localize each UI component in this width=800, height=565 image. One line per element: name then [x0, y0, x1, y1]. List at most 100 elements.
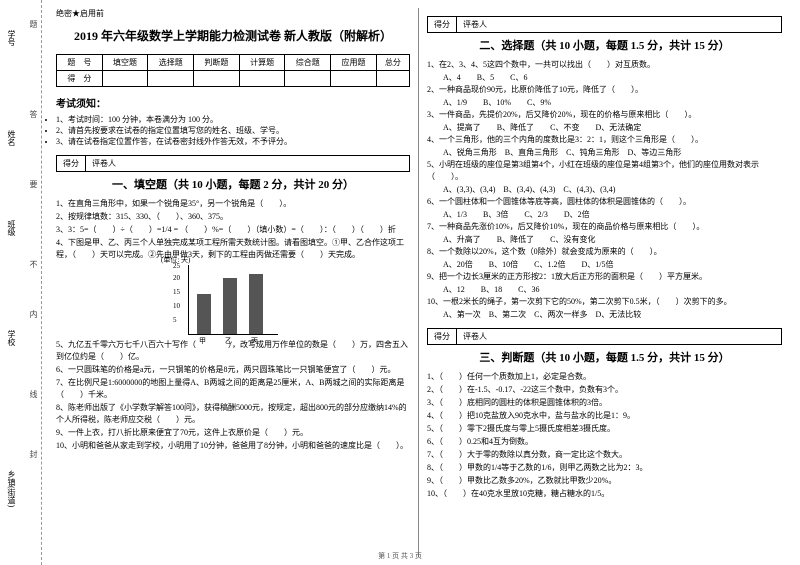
td[interactable] — [194, 71, 240, 87]
judge-q: 8、（ ）甲数的1/4等于乙数的1/6，则甲乙两数之比为2：3。 — [427, 462, 782, 474]
notice-list: 1、考试时间：100 分钟，本卷满分为 100 分。 2、请首先按要求在试卷的指… — [56, 114, 410, 147]
notice-item: 1、考试时间：100 分钟，本卷满分为 100 分。 — [56, 114, 410, 125]
section-bar: 得分 评卷人 — [427, 328, 782, 345]
section-bar: 得分 评卷人 — [427, 16, 782, 33]
choice-opts: A、1/3 B、3倍 C、2/3 D、2倍 — [427, 209, 782, 220]
ytick: 5 — [173, 316, 177, 324]
th: 判断题 — [194, 55, 240, 71]
fill-q: 9、一件上衣，打八折比原来便宜了70元，这件上衣原价是（ ）元。 — [56, 427, 410, 439]
score-cell: 得分 — [428, 329, 457, 344]
td[interactable] — [376, 71, 409, 87]
bind-mark: 要 — [28, 180, 39, 188]
score-cell: 得分 — [57, 156, 86, 171]
fill-q: 3、3：5=（ ）÷（ ）=1/4 = （ ）%=（ ）（填小数）=（ ）：（ … — [56, 224, 410, 236]
td[interactable] — [148, 71, 194, 87]
bind-label-xiangzhen: 乡镇(街道) — [6, 470, 17, 507]
section-2-title: 二、选择题（共 10 小题，每题 1.5 分，共计 15 分） — [427, 37, 782, 53]
choice-q: 5、小明在班级的座位是第3组第4个，小红在班级的座位是第4组第3个，他们的座位用… — [427, 159, 782, 183]
secret-mark: 绝密★启用前 — [56, 8, 410, 19]
choice-opts: A、4 B、5 C、6 — [427, 72, 782, 83]
choice-opts: A、锐角三角形 B、直角三角形 C、钝角三角形 D、等边三角形 — [427, 147, 782, 158]
choice-q: 6、一个圆柱体和一个圆锥体等底等高，圆柱体的体积是圆锥体的（ ）。 — [427, 196, 782, 208]
fill-q: 2、按规律填数：315、330、（ ）、360、375。 — [56, 211, 410, 223]
score-cell: 得分 — [428, 17, 457, 32]
fill-q: 6、一只圆珠笔的价格是a元，一只钢笔的价格是8元，两只圆珠笔比一只钢笔便宜了（ … — [56, 364, 410, 376]
judge-q: 3、（ ）底相同的圆柱的体积是圆锥体积的3倍。 — [427, 397, 782, 409]
judge-q: 9、（ ）甲数比乙数多20%，乙数就比甲数少20%。 — [427, 475, 782, 487]
judge-q: 2、（ ）在-1.5、-0.17、-22这三个数中，负数有3个。 — [427, 384, 782, 396]
choice-q: 8、一个数除以20%，这个数（0除外）就会变成为原来的（ ）。 — [427, 246, 782, 258]
bind-mark: 封 — [28, 450, 39, 458]
fill-q: 1、在直角三角形中，如果一个锐角是35°，另一个锐角是（ ）。 — [56, 198, 410, 210]
choice-q: 2、一种商品现价90元，比原价降低了10元，降低了（ ）。 — [427, 84, 782, 96]
notice-item: 3、请在试卷指定位置作答，在试卷密封线外作答无效，不予评分。 — [56, 136, 410, 147]
left-column: 绝密★启用前 2019 年六年级数学上学期能力检测试卷 新人教版（附解析） 题 … — [48, 8, 419, 557]
bar-chart: (单位: 天) 5 10 15 20 25 甲 乙 丙 — [188, 265, 278, 335]
th: 总分 — [376, 55, 409, 71]
th: 选择题 — [148, 55, 194, 71]
td: 得 分 — [57, 71, 103, 87]
th: 题 号 — [57, 55, 103, 71]
bind-label-xingming: 姓名 — [6, 130, 17, 146]
judge-q: 1、（ ）任何一个质数加上1，必定是合数。 — [427, 371, 782, 383]
table-row: 得 分 — [57, 71, 410, 87]
th: 综合题 — [285, 55, 331, 71]
bind-label-xuexiao: 学校 — [6, 330, 17, 346]
choice-q: 3、一件商品，先提价20%，后又降价20%，现在的价格与原来相比（ ）。 — [427, 109, 782, 121]
xlabel: 乙 — [225, 336, 232, 346]
td[interactable] — [331, 71, 377, 87]
page-footer: 第 1 页 共 3 页 — [0, 551, 800, 561]
notice-item: 2、请首先按要求在试卷的指定位置填写您的姓名、班级、学号。 — [56, 125, 410, 136]
bind-mark: 答 — [28, 110, 39, 118]
xlabel: 丙 — [251, 336, 258, 346]
choice-opts: A、提高了 B、降低了 C、不变 D、无法确定 — [427, 122, 782, 133]
choice-opts: A、(3,3)、(3,4) B、(3,4)、(4,3) C、(4,3)、(3,4… — [427, 184, 782, 195]
choice-opts: A、升高了 B、降低了 C、没有变化 — [427, 234, 782, 245]
table-row: 题 号 填空题 选择题 判断题 计算题 综合题 应用题 总分 — [57, 55, 410, 71]
td[interactable] — [285, 71, 331, 87]
content-columns: 绝密★启用前 2019 年六年级数学上学期能力检测试卷 新人教版（附解析） 题 … — [42, 0, 800, 565]
grader-cell: 评卷人 — [86, 156, 409, 171]
td[interactable] — [102, 71, 148, 87]
judge-q: 6、（ ）0.25和4互为倒数。 — [427, 436, 782, 448]
bind-label-banji: 班级 — [6, 220, 17, 236]
ytick: 20 — [173, 274, 180, 282]
bar — [197, 294, 211, 334]
choice-opts: A、第一次 B、第二次 C、两次一样多 D、无法比较 — [427, 309, 782, 320]
th: 填空题 — [102, 55, 148, 71]
fill-q: 4、下图是甲、乙、丙三个人单独完成某项工程所需天数统计图。请看图填空。①甲、乙合… — [56, 237, 410, 261]
bar — [249, 274, 263, 334]
judge-q: 10、（ ）在40克水里放10克糖，糖占糖水的1/5。 — [427, 488, 782, 500]
choice-q: 9、把一个边长3厘米的正方形按2：1放大后正方形的面积是（ ）平方厘米。 — [427, 271, 782, 283]
grader-cell: 评卷人 — [457, 329, 781, 344]
bind-label-xuehao: 学号 — [6, 30, 17, 46]
section-3-title: 三、判断题（共 10 小题，每题 1.5 分，共计 15 分） — [427, 349, 782, 365]
judge-q: 7、（ ）大于零的数除以真分数，商一定比这个数大。 — [427, 449, 782, 461]
section-bar: 得分 评卷人 — [56, 155, 410, 172]
fill-q: 5、九亿五千零六万七千八百六十写作（ ），改写成用万作单位的数是（ ）万，四舍五… — [56, 339, 410, 363]
binding-margin: 题 学号 答 姓名 要 班级 不 内 学校 线 封 乡镇(街道) — [0, 0, 42, 565]
choice-opts: A、20倍 B、10倍 C、1.2倍 D、1/5倍 — [427, 259, 782, 270]
bind-mark: 线 — [28, 390, 39, 398]
bind-mark: 内 — [28, 310, 39, 318]
grader-cell: 评卷人 — [457, 17, 781, 32]
score-table: 题 号 填空题 选择题 判断题 计算题 综合题 应用题 总分 得 分 — [56, 54, 410, 87]
choice-opts: A、12 B、18 C、36 — [427, 284, 782, 295]
choice-q: 7、一种商品先涨价10%，后又降价10%，现在的商品价格与原来相比（ ）。 — [427, 221, 782, 233]
choice-q: 1、在2、3、4、5这四个数中，一共可以找出（ ）对互质数。 — [427, 59, 782, 71]
judge-q: 5、（ ）零下2摄氏度与零上5摄氏度相差3摄氏度。 — [427, 423, 782, 435]
td[interactable] — [239, 71, 285, 87]
choice-q: 4、一个三角形，他的三个内角的度数比是3：2：1，则这个三角形是（ ）。 — [427, 134, 782, 146]
section-1-title: 一、填空题（共 10 小题，每题 2 分，共计 20 分） — [56, 176, 410, 192]
fill-q: 10、小明和爸爸从家走到学校，小明用了10分钟，爸爸用了8分钟，小明和爸爸的速度… — [56, 440, 410, 452]
ytick: 25 — [173, 262, 180, 270]
th: 应用题 — [331, 55, 377, 71]
xlabel: 甲 — [199, 336, 206, 346]
choice-opts: A、1/9 B、10% C、9% — [427, 97, 782, 108]
judge-q: 4、（ ）把10克盐放入90克水中，盐与盐水的比是1：9。 — [427, 410, 782, 422]
right-column: 得分 评卷人 二、选择题（共 10 小题，每题 1.5 分，共计 15 分） 1… — [419, 8, 790, 557]
ytick: 15 — [173, 288, 180, 296]
notice-heading: 考试须知： — [56, 95, 410, 110]
ytick: 10 — [173, 302, 180, 310]
bind-mark: 不 — [28, 260, 39, 268]
